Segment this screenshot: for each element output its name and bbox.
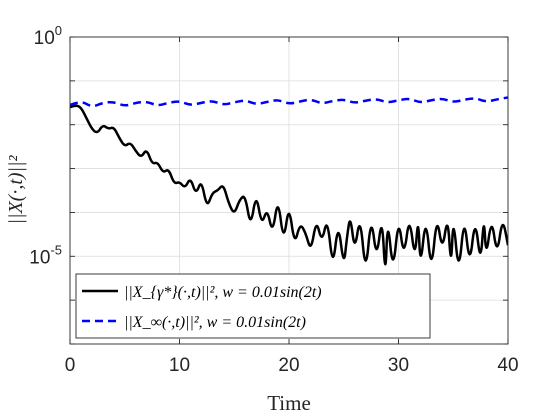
x-tick-label: 30 (388, 355, 409, 376)
tick-labels: 0 10 20 30 40 100 10-5 (29, 23, 518, 376)
legend: ||X_{γ*}(·,t)||², w = 0.01sin(2t) ||X_∞(… (75, 273, 431, 339)
legend-box (75, 273, 431, 339)
x-tick-label: 20 (278, 355, 299, 376)
y-axis-label: ||X(·,t)||² (5, 154, 27, 224)
y-tick-label: 10-5 (29, 242, 62, 268)
plot-area (70, 96, 508, 266)
x-tick-label: 0 (65, 355, 76, 376)
series-line-1 (70, 104, 508, 266)
x-axis-label: Time (267, 391, 311, 415)
series-line-2 (70, 96, 508, 108)
legend-label-series-2: ||X_∞(·,t)||², w = 0.01sin(2t) (124, 314, 306, 331)
x-tick-label: 10 (169, 355, 190, 376)
x-tick-label: 40 (497, 355, 518, 376)
axis-ticks (69, 36, 509, 345)
y-tick-label: 100 (34, 23, 62, 49)
legend-label-series-1: ||X_{γ*}(·,t)||², w = 0.01sin(2t) (124, 284, 322, 301)
